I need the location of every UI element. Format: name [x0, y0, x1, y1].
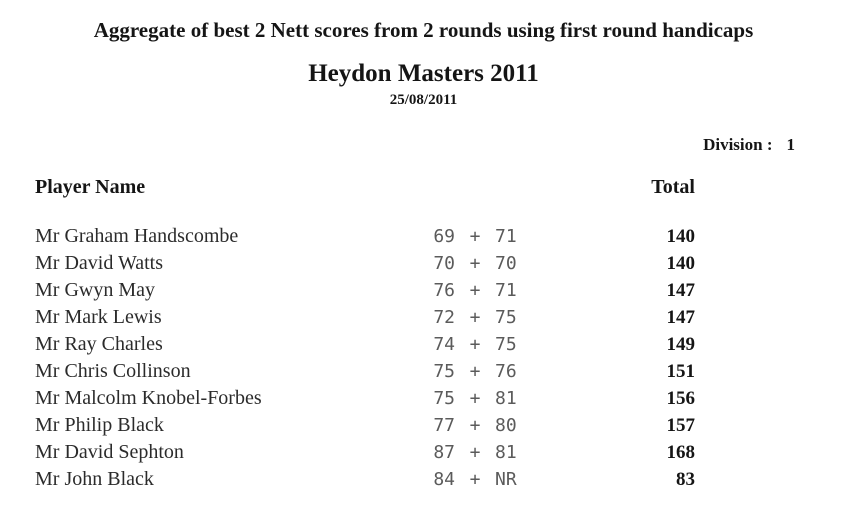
round1-score: 87: [433, 442, 455, 463]
table-row: Mr Chris Collinson 75 + 76 151: [35, 358, 695, 385]
plus-sign: +: [469, 388, 481, 409]
plus-sign: +: [469, 280, 481, 301]
plus-sign: +: [469, 415, 481, 436]
column-header-total: Total: [651, 176, 695, 198]
round2-score: 71: [495, 280, 517, 301]
round1-score: 76: [433, 280, 455, 301]
player-name: Mr David Watts: [35, 252, 164, 274]
table-row: Mr David Sephton 87 + 81 168: [35, 439, 695, 466]
player-name: Mr Ray Charles: [35, 333, 163, 355]
player-name: Mr David Sephton: [35, 441, 184, 463]
round1-score: 75: [433, 361, 455, 382]
round1-score: 77: [433, 415, 455, 436]
round2-score: 75: [495, 334, 517, 355]
plus-sign: +: [469, 361, 481, 382]
round1-score: 70: [433, 253, 455, 274]
total-score: 140: [666, 226, 696, 247]
total-score: 151: [666, 361, 696, 382]
round2-score: 81: [495, 388, 517, 409]
table-row: Mr Graham Handscombe 69 + 71 140: [35, 223, 695, 250]
results-table: Mr Graham Handscombe 69 + 71 140 Mr Davi…: [35, 223, 695, 493]
table-row: Mr David Watts 70 + 70 140: [35, 250, 695, 277]
total-score: 149: [666, 334, 696, 355]
total-score: 83: [676, 469, 695, 490]
total-score: 168: [666, 442, 696, 463]
player-name: Mr Philip Black: [35, 414, 164, 436]
round2-score: 71: [495, 226, 517, 247]
player-name: Mr Mark Lewis: [35, 306, 162, 328]
total-score: 147: [666, 280, 696, 301]
competition-note: Aggregate of best 2 Nett scores from 2 r…: [93, 18, 754, 42]
table-row: Mr Mark Lewis 72 + 75 147: [35, 304, 695, 331]
player-name: Mr Malcolm Knobel-Forbes: [35, 387, 262, 409]
plus-sign: +: [469, 334, 481, 355]
round2-score: 80: [495, 415, 517, 436]
round2-score: 75: [495, 307, 517, 328]
player-name: Mr John Black: [35, 468, 154, 490]
table-row: Mr Philip Black 77 + 80 157: [35, 412, 695, 439]
total-score: 147: [666, 307, 696, 328]
player-name: Mr Graham Handscombe: [35, 225, 239, 247]
round1-score: 74: [433, 334, 455, 355]
round2-score: 81: [495, 442, 517, 463]
plus-sign: +: [469, 307, 481, 328]
player-name: Mr Gwyn May: [35, 279, 155, 301]
table-header-row: Player Name Total: [35, 176, 695, 199]
round1-score: 84: [433, 469, 455, 490]
total-score: 156: [666, 388, 696, 409]
division-line: Division : 1: [703, 135, 795, 155]
division-value: 1: [786, 135, 796, 154]
plus-sign: +: [469, 442, 481, 463]
table-row: Mr Gwyn May 76 + 71 147: [35, 277, 695, 304]
competition-date: 25/08/2011: [389, 92, 458, 108]
plus-sign: +: [469, 226, 481, 247]
column-header-player-name: Player Name: [35, 176, 146, 198]
round1-score: 69: [433, 226, 455, 247]
player-name: Mr Chris Collinson: [35, 360, 191, 382]
round1-score: 75: [433, 388, 455, 409]
table-row: Mr Ray Charles 74 + 75 149: [35, 331, 695, 358]
plus-sign: +: [469, 253, 481, 274]
table-row: Mr John Black 84 + NR 83: [35, 466, 695, 493]
division-label: Division :: [703, 135, 773, 154]
round2-score: 70: [495, 253, 517, 274]
table-row: Mr Malcolm Knobel-Forbes 75 + 81 156: [35, 385, 695, 412]
round2-score: 76: [495, 361, 517, 382]
round2-score: NR: [495, 469, 517, 490]
total-score: 140: [666, 253, 696, 274]
page-title: Heydon Masters 2011: [308, 60, 539, 87]
total-score: 157: [666, 415, 696, 436]
round1-score: 72: [433, 307, 455, 328]
plus-sign: +: [469, 469, 481, 490]
